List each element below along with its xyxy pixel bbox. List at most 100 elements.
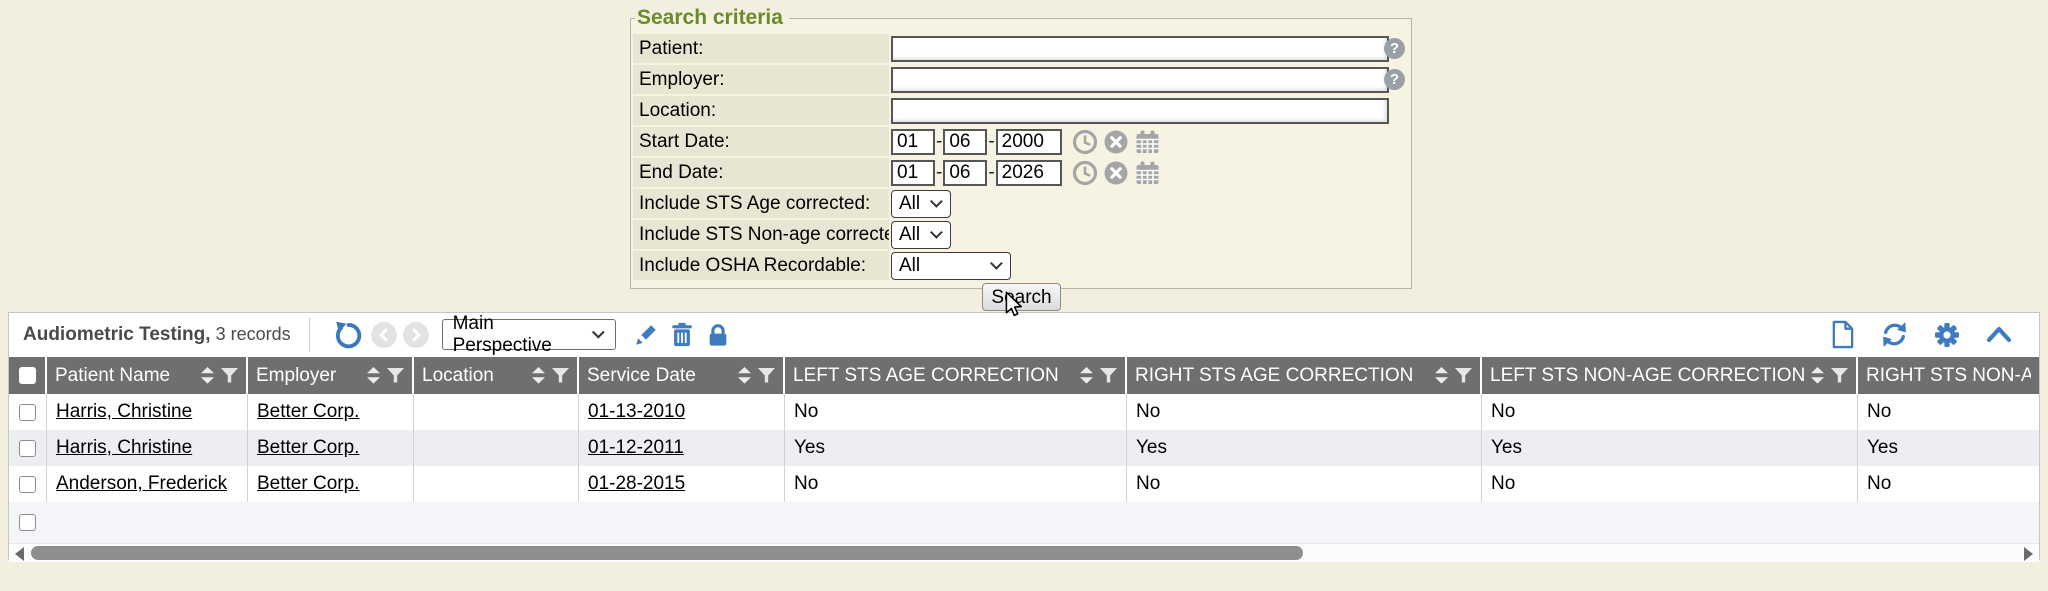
- row-checkbox[interactable]: [19, 403, 36, 421]
- left-sts-nonage-cell: Yes: [1491, 437, 1522, 458]
- right-sts-age-cell: Yes: [1136, 437, 1167, 458]
- delete-perspective-icon[interactable]: [669, 322, 695, 348]
- sts-nonage-label: Include STS Non-age corrected:: [633, 220, 889, 249]
- column-header-right-sts-nonage[interactable]: RIGHT STS NON-AGE CORRECTION: [1866, 364, 2031, 386]
- employer-link[interactable]: Better Corp.: [257, 437, 360, 458]
- row-checkbox[interactable]: [19, 475, 36, 493]
- filter-icon[interactable]: [1100, 368, 1117, 383]
- end-date-month-input[interactable]: [891, 159, 935, 186]
- table-row: Anderson, Frederick Better Corp. 01-28-2…: [9, 466, 2039, 502]
- collapse-panel-icon[interactable]: [1985, 323, 2013, 347]
- sort-icon[interactable]: [1435, 367, 1448, 384]
- perspective-select[interactable]: Main Perspective: [441, 313, 616, 356]
- column-header-patient-name[interactable]: Patient Name: [47, 357, 248, 394]
- end-date-label: End Date:: [633, 158, 889, 187]
- chevron-down-icon: [990, 257, 1003, 270]
- end-date-time-icon[interactable]: [1072, 160, 1098, 186]
- end-date-day-input[interactable]: [943, 159, 988, 186]
- table-row: Harris, Christine Better Corp. 01-12-201…: [9, 430, 2039, 466]
- start-date-day-input[interactable]: [943, 128, 988, 155]
- new-record-icon[interactable]: [1829, 320, 1856, 349]
- sort-icon[interactable]: [1080, 367, 1093, 384]
- chevron-down-icon: [592, 326, 605, 339]
- service-date-link[interactable]: 01-28-2015: [588, 473, 686, 494]
- patient-link[interactable]: Harris, Christine: [56, 401, 193, 422]
- start-date-calendar-icon[interactable]: [1134, 129, 1161, 155]
- search-button[interactable]: Search: [982, 283, 1061, 311]
- employer-link[interactable]: Better Corp.: [257, 401, 360, 422]
- column-header-left-sts-nonage[interactable]: LEFT STS NON-AGE CORRECTION: [1482, 357, 1858, 394]
- audiometric-testing-panel: Audiometric Testing, 3 records Main Pers…: [8, 312, 2040, 562]
- service-date-link[interactable]: 01-12-2011: [588, 437, 684, 458]
- start-date-clear-icon[interactable]: [1103, 129, 1129, 155]
- employer-link[interactable]: Better Corp.: [257, 473, 360, 494]
- patient-label: Patient:: [633, 34, 889, 63]
- employer-label: Employer:: [633, 65, 889, 94]
- end-date-clear-icon[interactable]: [1103, 160, 1129, 186]
- right-sts-age-cell: No: [1136, 473, 1161, 494]
- start-date-month-input[interactable]: [891, 128, 935, 155]
- patient-link[interactable]: Anderson, Frederick: [56, 473, 228, 494]
- sort-icon[interactable]: [367, 367, 380, 384]
- left-sts-age-cell: No: [794, 473, 819, 494]
- patient-input[interactable]: [891, 35, 1389, 62]
- filter-icon[interactable]: [387, 368, 404, 383]
- filter-icon[interactable]: [1455, 368, 1472, 383]
- select-all-checkbox[interactable]: [9, 357, 47, 394]
- end-date-calendar-icon[interactable]: [1134, 160, 1161, 186]
- filter-icon[interactable]: [758, 368, 775, 383]
- edit-perspective-icon[interactable]: [633, 322, 659, 348]
- date-separator: -: [936, 130, 943, 152]
- employer-input[interactable]: [891, 66, 1389, 93]
- sts-age-selected-value: All: [899, 192, 921, 214]
- prev-page-icon[interactable]: [370, 321, 397, 348]
- column-header-left-sts-age[interactable]: LEFT STS AGE CORRECTION: [785, 357, 1127, 394]
- service-date-link[interactable]: 01-13-2010: [588, 401, 686, 422]
- horizontal-scrollbar[interactable]: [9, 543, 2039, 562]
- chevron-down-icon: [930, 226, 943, 239]
- start-date-year-input[interactable]: [995, 128, 1062, 155]
- filter-icon[interactable]: [1831, 368, 1848, 383]
- left-sts-nonage-cell: No: [1491, 401, 1516, 422]
- end-date-year-input[interactable]: [995, 159, 1062, 186]
- row-checkbox[interactable]: [19, 514, 36, 531]
- undo-icon[interactable]: [333, 320, 363, 350]
- location-row: Location:: [633, 96, 1409, 125]
- sort-icon[interactable]: [201, 367, 214, 384]
- empty-row: [9, 502, 2039, 543]
- sort-icon[interactable]: [532, 367, 545, 384]
- employer-row: Employer: ?: [633, 65, 1409, 94]
- sort-icon[interactable]: [1811, 367, 1824, 384]
- column-header-location[interactable]: Location: [414, 357, 579, 394]
- sts-age-select[interactable]: All: [891, 189, 951, 218]
- employer-help-icon[interactable]: ?: [1384, 69, 1405, 90]
- location-input[interactable]: [891, 97, 1389, 124]
- end-date-row: End Date: - -: [633, 158, 1409, 187]
- date-separator: -: [988, 130, 995, 152]
- column-header-employer[interactable]: Employer: [248, 357, 414, 394]
- filter-icon[interactable]: [552, 368, 569, 383]
- search-criteria-panel: Search criteria Patient: ? Employer: ? L…: [630, 6, 1412, 289]
- patient-link[interactable]: Harris, Christine: [56, 437, 193, 458]
- column-header-right-sts-age[interactable]: RIGHT STS AGE CORRECTION: [1127, 357, 1482, 394]
- next-page-icon[interactable]: [402, 321, 429, 348]
- grid-toolbar: Audiometric Testing, 3 records Main Pers…: [9, 313, 2039, 356]
- row-checkbox[interactable]: [19, 439, 36, 457]
- patient-help-icon[interactable]: ?: [1384, 38, 1405, 59]
- sts-nonage-select[interactable]: All: [891, 220, 951, 249]
- sort-icon[interactable]: [738, 367, 751, 384]
- scrollbar-thumb[interactable]: [31, 546, 1303, 560]
- column-header-service-date[interactable]: Service Date: [579, 357, 785, 394]
- osha-select[interactable]: All: [891, 251, 1011, 280]
- filter-icon[interactable]: [221, 368, 238, 383]
- date-separator: -: [936, 161, 943, 183]
- scroll-left-icon[interactable]: [15, 547, 24, 561]
- record-count: 3 records: [215, 324, 291, 344]
- right-sts-nonage-cell: Yes: [1867, 437, 1898, 458]
- start-date-time-icon[interactable]: [1072, 129, 1098, 155]
- scroll-right-icon[interactable]: [2024, 547, 2033, 561]
- refresh-icon[interactable]: [1880, 320, 1909, 349]
- settings-gear-icon[interactable]: [1933, 321, 1961, 349]
- lock-perspective-icon[interactable]: [705, 322, 731, 348]
